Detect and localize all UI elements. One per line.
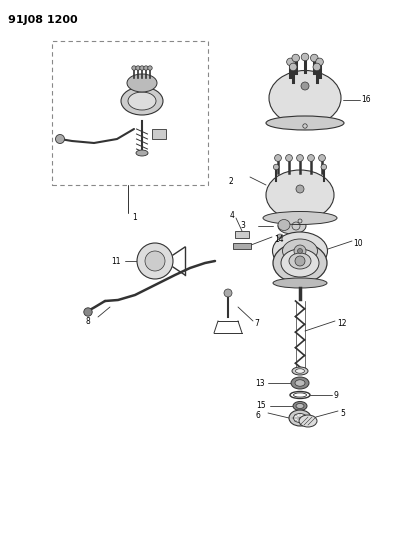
Circle shape [308, 155, 314, 161]
Ellipse shape [278, 220, 290, 230]
Text: 91J08 1200: 91J08 1200 [8, 15, 77, 25]
Circle shape [294, 245, 306, 257]
Circle shape [318, 155, 325, 161]
Text: 15: 15 [256, 401, 266, 410]
Bar [233, 243, 251, 249]
Circle shape [311, 54, 318, 62]
Ellipse shape [295, 379, 305, 386]
Text: 1: 1 [132, 213, 137, 222]
Circle shape [275, 155, 281, 161]
Ellipse shape [278, 218, 306, 234]
Circle shape [287, 58, 294, 66]
Circle shape [297, 155, 303, 161]
Bar [235, 231, 249, 238]
Ellipse shape [272, 232, 328, 270]
Text: 13: 13 [255, 378, 265, 387]
Circle shape [144, 66, 148, 70]
Ellipse shape [283, 239, 318, 263]
Ellipse shape [269, 70, 341, 125]
Ellipse shape [292, 367, 308, 375]
Circle shape [289, 63, 297, 71]
Circle shape [136, 66, 140, 70]
Ellipse shape [266, 116, 344, 130]
Circle shape [145, 251, 165, 271]
Bar [52, 41, 208, 185]
Ellipse shape [296, 403, 304, 408]
Ellipse shape [121, 87, 163, 115]
Circle shape [286, 155, 293, 161]
Text: 9: 9 [334, 391, 339, 400]
Circle shape [137, 243, 173, 279]
Text: 3: 3 [240, 222, 245, 230]
Ellipse shape [289, 410, 311, 426]
Text: 6: 6 [256, 410, 261, 419]
Circle shape [295, 256, 305, 266]
Ellipse shape [266, 170, 334, 220]
Circle shape [224, 289, 232, 297]
Text: 10: 10 [353, 238, 363, 247]
Text: 11: 11 [111, 256, 120, 265]
Ellipse shape [273, 278, 327, 288]
Text: 4: 4 [230, 211, 235, 220]
Circle shape [296, 185, 304, 193]
Ellipse shape [289, 253, 311, 269]
Circle shape [132, 66, 136, 70]
Text: 2: 2 [228, 176, 233, 185]
Ellipse shape [291, 377, 309, 389]
Text: 8: 8 [86, 318, 91, 327]
Ellipse shape [295, 369, 304, 373]
Circle shape [84, 308, 92, 316]
Circle shape [301, 53, 309, 61]
Circle shape [292, 54, 300, 62]
Text: 16: 16 [361, 95, 371, 104]
Text: 14: 14 [274, 235, 283, 244]
Ellipse shape [293, 401, 307, 410]
Circle shape [313, 63, 321, 71]
Circle shape [301, 82, 309, 90]
Circle shape [148, 66, 152, 70]
Text: 5: 5 [340, 408, 345, 417]
Text: 7: 7 [254, 319, 259, 327]
Circle shape [316, 58, 323, 66]
Circle shape [56, 134, 65, 143]
Text: 12: 12 [337, 319, 346, 327]
Ellipse shape [128, 92, 156, 110]
Ellipse shape [273, 243, 327, 283]
Ellipse shape [299, 415, 317, 427]
Circle shape [274, 164, 279, 170]
Ellipse shape [127, 74, 157, 92]
Ellipse shape [136, 150, 148, 156]
Ellipse shape [281, 249, 319, 277]
Circle shape [321, 164, 327, 170]
Ellipse shape [263, 212, 337, 224]
Ellipse shape [293, 414, 307, 423]
Circle shape [297, 248, 302, 254]
Circle shape [140, 66, 144, 70]
Bar [152, 129, 166, 139]
Ellipse shape [277, 234, 283, 238]
